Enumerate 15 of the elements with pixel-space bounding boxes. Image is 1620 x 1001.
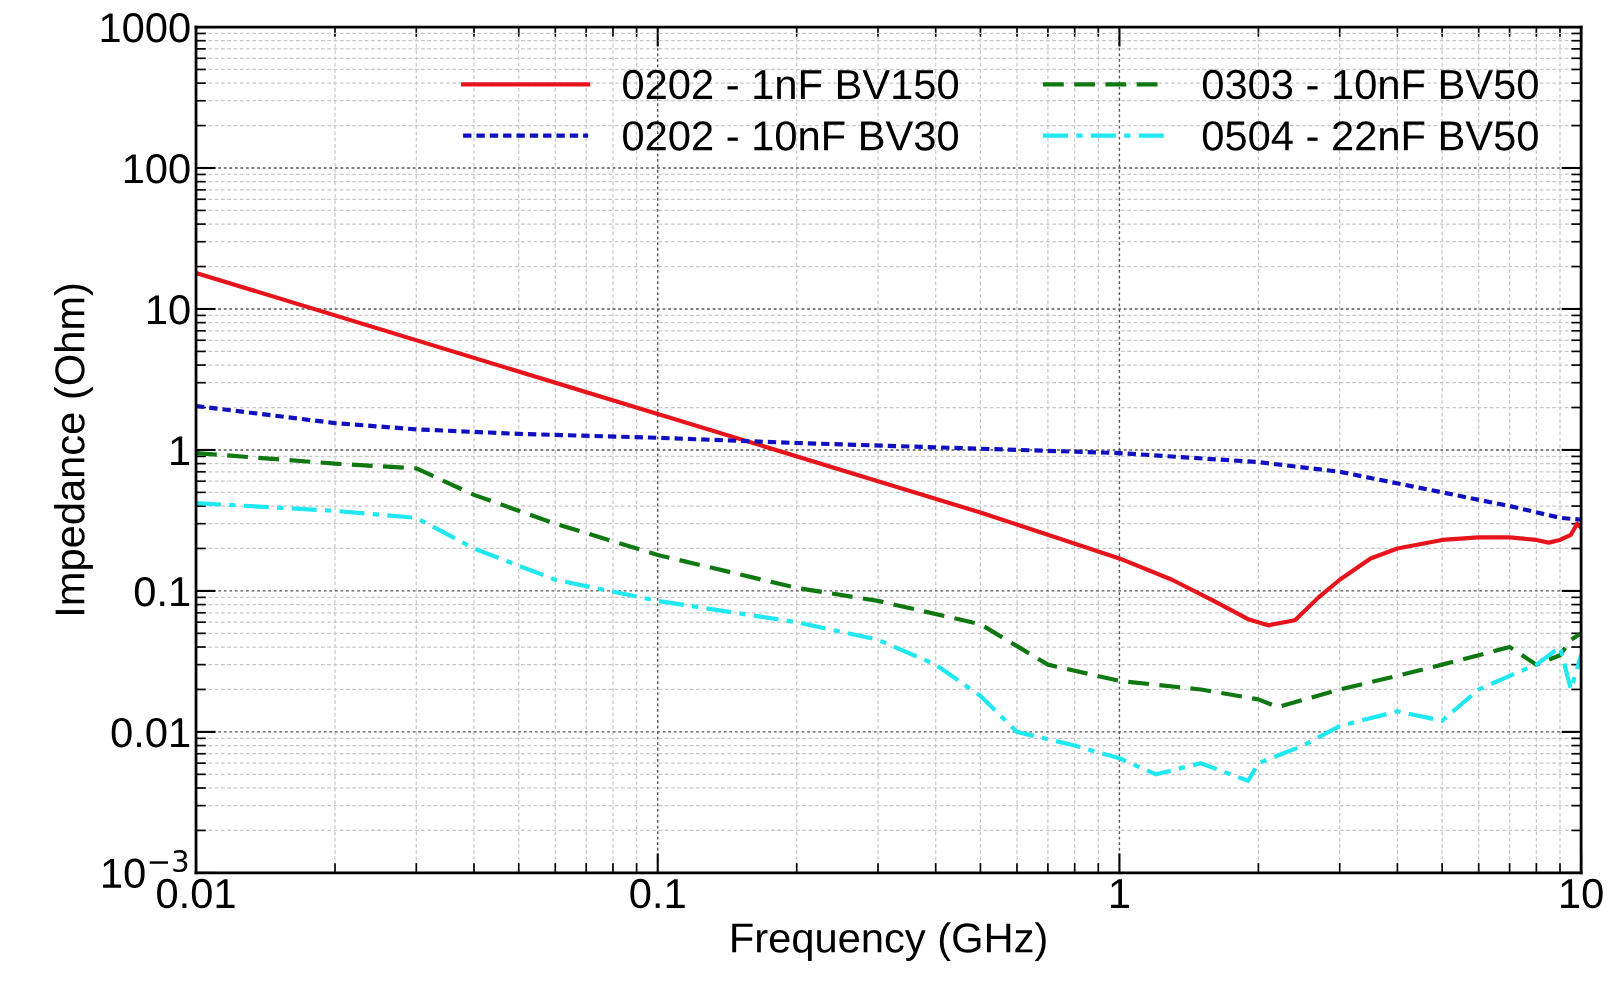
legend-label: 0202 - 1nF BV150 xyxy=(623,69,959,100)
y-tick-label: 0.01 xyxy=(111,717,190,748)
y-tick-label: 10 xyxy=(147,294,190,325)
y-tick-label: 0.1 xyxy=(134,576,190,607)
y-tick-label: 1 xyxy=(171,436,190,466)
y-axis-title: Impedance (Ohm) xyxy=(54,284,93,614)
legend-label: 0202 - 10nF BV30 xyxy=(623,121,959,151)
x-tick-label: 1 xyxy=(1111,879,1129,908)
x-axis-title: Frequency (GHz) xyxy=(732,922,1046,961)
y-tick-label: 1000 xyxy=(101,13,190,43)
y-tick-label: 100 xyxy=(124,154,190,184)
x-tick-label: 10 xyxy=(1561,878,1603,909)
x-tick-label: 0.1 xyxy=(630,878,685,909)
legend-label: 0504 - 22nF BV50 xyxy=(1202,121,1538,151)
legend-label: 0303 - 10nF BV50 xyxy=(1202,69,1538,100)
